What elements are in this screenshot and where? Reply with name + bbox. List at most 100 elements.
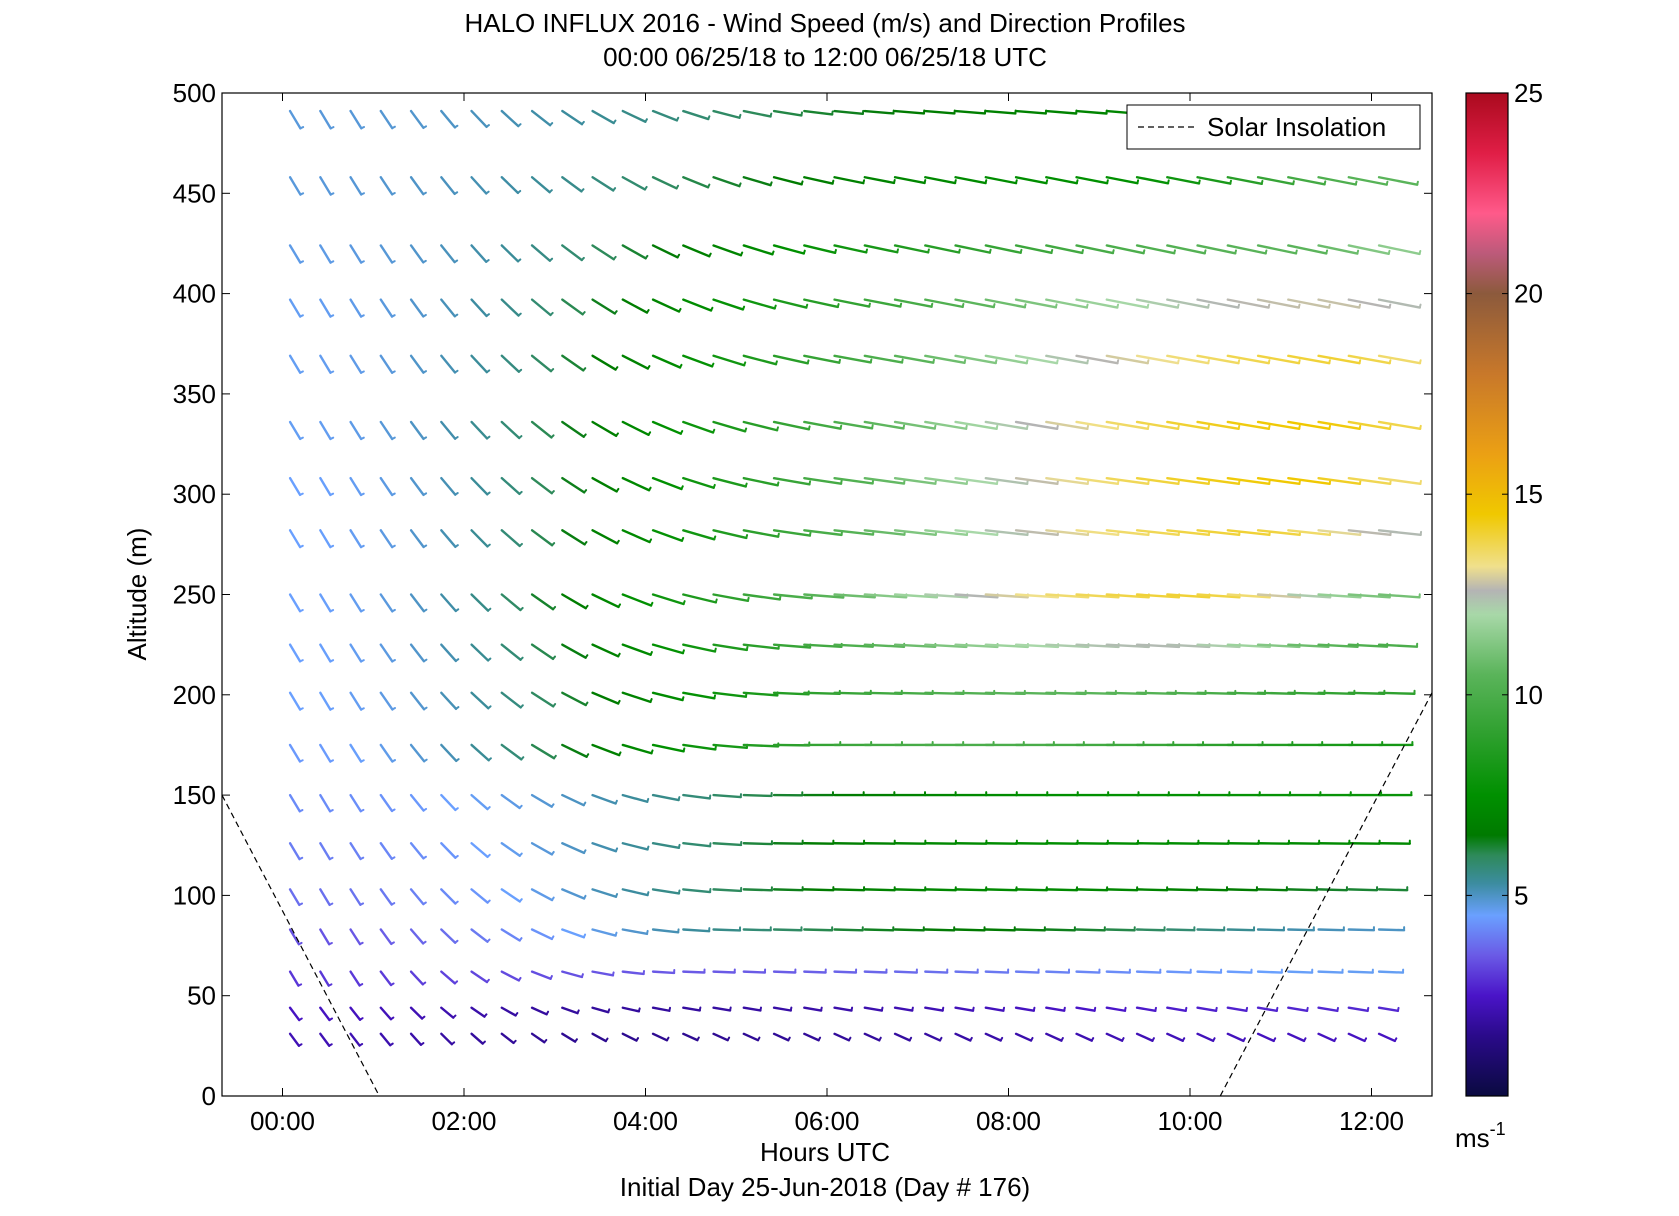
wind-barb bbox=[742, 743, 780, 748]
colorbar-tick-label: 20 bbox=[1514, 279, 1543, 309]
wind-barb-flag bbox=[454, 608, 460, 613]
wind-barb-flag bbox=[552, 754, 557, 760]
wind-barb bbox=[288, 970, 300, 987]
wind-barb-flag bbox=[1142, 249, 1146, 255]
wind-barb bbox=[742, 354, 778, 366]
wind-barb-flag bbox=[454, 939, 459, 944]
wind-barb-flag bbox=[676, 253, 681, 259]
wind-barb-flag bbox=[1056, 424, 1059, 430]
wind-barb bbox=[1256, 354, 1301, 365]
wind-barb bbox=[1045, 529, 1090, 537]
wind-barb bbox=[1196, 1032, 1215, 1043]
wind-barb-flag bbox=[1151, 1037, 1155, 1042]
wind-barb-flag bbox=[806, 359, 810, 365]
wind-barb bbox=[1075, 529, 1120, 537]
wind-barb bbox=[530, 529, 554, 547]
wind-barb-flag bbox=[726, 1036, 731, 1042]
wind-barb bbox=[863, 928, 895, 932]
wind-barb bbox=[530, 244, 552, 262]
wind-barb bbox=[288, 928, 301, 946]
wind-barb bbox=[863, 529, 906, 536]
wind-barb-flag bbox=[1081, 249, 1084, 254]
wind-barb-flag bbox=[802, 249, 806, 255]
wind-barb-flag bbox=[965, 424, 968, 430]
wind-barb-flag bbox=[1054, 303, 1058, 309]
wind-barb bbox=[349, 842, 362, 861]
wind-barb-flag bbox=[1275, 1006, 1279, 1012]
wind-barb-flag bbox=[1116, 424, 1120, 430]
wind-barb bbox=[651, 244, 679, 259]
colorbar-unit: ms-1 bbox=[1455, 1119, 1506, 1153]
wind-barb bbox=[1226, 970, 1253, 974]
wind-barb bbox=[349, 970, 361, 987]
wind-barb-flag bbox=[422, 125, 428, 129]
wind-barb-flag bbox=[422, 313, 427, 318]
wind-barb bbox=[1045, 420, 1089, 430]
wind-barb bbox=[1377, 244, 1421, 256]
wind-barb-flag bbox=[391, 125, 396, 130]
wind-barb-flag bbox=[360, 659, 365, 663]
colorbar-unit-exponent: -1 bbox=[1490, 1119, 1506, 1139]
wind-barb-flag bbox=[1303, 1037, 1307, 1042]
wind-barb-flag bbox=[327, 983, 333, 987]
wind-barb bbox=[379, 244, 394, 264]
wind-barb bbox=[1045, 1032, 1063, 1042]
wind-barb-flag bbox=[1173, 249, 1176, 255]
wind-barb-flag bbox=[746, 596, 750, 602]
wind-barb-flag bbox=[714, 745, 717, 751]
colorbar-tick-label: 10 bbox=[1514, 680, 1543, 710]
wind-barb bbox=[893, 298, 933, 308]
wind-barb bbox=[954, 928, 986, 932]
legend-label: Solar Insolation bbox=[1207, 112, 1386, 142]
wind-barb bbox=[470, 354, 489, 374]
wind-barb bbox=[651, 793, 680, 802]
wind-barb-flag bbox=[1121, 1037, 1125, 1042]
x-tick-label: 12:00 bbox=[1339, 1106, 1404, 1136]
wind-barb bbox=[1014, 593, 1060, 599]
wind-barb bbox=[772, 1032, 790, 1042]
wind-barb bbox=[1287, 476, 1331, 486]
wind-barb-flag bbox=[1272, 1037, 1277, 1042]
wind-barb bbox=[349, 928, 362, 946]
wind-barb bbox=[500, 842, 521, 857]
wind-barb-flag bbox=[550, 935, 555, 940]
wind-barb bbox=[349, 476, 363, 497]
wind-barb bbox=[833, 970, 858, 974]
wind-barb bbox=[440, 244, 456, 264]
wind-barb bbox=[319, 1032, 331, 1047]
wind-barb-flag bbox=[298, 759, 304, 763]
wind-barb-flag bbox=[677, 796, 681, 802]
wind-barb-flag bbox=[645, 309, 650, 314]
wind-barb-flag bbox=[643, 185, 648, 191]
wind-barb bbox=[803, 643, 843, 649]
wind-barb-flag bbox=[807, 425, 811, 431]
wind-barb-flag bbox=[485, 124, 490, 128]
wind-barb-flag bbox=[645, 929, 649, 935]
wind-barb-flag bbox=[583, 541, 588, 546]
wind-barb-flag bbox=[954, 179, 957, 185]
wind-barb-flag bbox=[1045, 179, 1049, 185]
wind-barb bbox=[621, 176, 647, 191]
wind-barb bbox=[500, 476, 521, 496]
y-tick-label: 150 bbox=[173, 780, 216, 810]
wind-barb bbox=[1075, 593, 1120, 599]
wind-barb bbox=[893, 244, 930, 254]
wind-barb bbox=[1105, 970, 1131, 974]
wind-barb-flag bbox=[1207, 479, 1211, 485]
wind-barb-flag bbox=[1237, 424, 1241, 430]
wind-barb bbox=[1377, 1006, 1400, 1013]
wind-barb bbox=[1196, 244, 1237, 255]
wind-barb bbox=[863, 109, 895, 115]
wind-barb-flag bbox=[360, 436, 365, 440]
wind-barb bbox=[591, 529, 619, 545]
wind-barb-flag bbox=[698, 1006, 702, 1012]
wind-barb-flag bbox=[584, 604, 589, 610]
wind-barb-flag bbox=[836, 303, 840, 308]
wind-barb-flag bbox=[453, 980, 459, 985]
wind-barb-flag bbox=[329, 192, 335, 196]
wind-barb-flag bbox=[360, 370, 365, 374]
wind-barb bbox=[742, 244, 774, 256]
solar-insolation-line bbox=[222, 794, 380, 1096]
wind-barb bbox=[1196, 970, 1223, 974]
wind-barb-flag bbox=[1328, 424, 1332, 430]
